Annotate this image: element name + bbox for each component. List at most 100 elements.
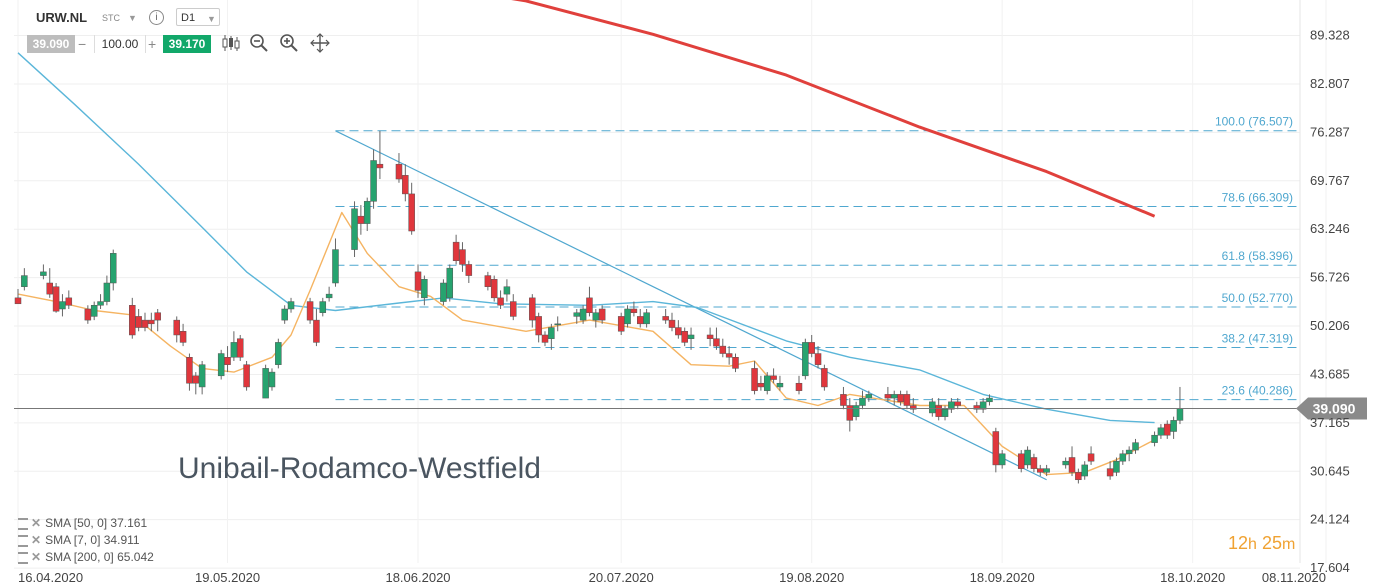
candle [40,264,46,279]
candle [1025,446,1031,468]
candle [752,361,758,394]
candle-body [859,398,865,405]
chevron-down-icon[interactable]: ▼ [128,13,137,23]
ask-price-button[interactable]: 39.170 [163,35,211,53]
candle [1107,461,1113,480]
candle [396,153,402,183]
decrease-quantity-button[interactable]: − [78,35,86,53]
quantity-input[interactable]: 100.00 [94,35,146,53]
increase-quantity-button[interactable]: + [148,35,156,53]
countdown-hours: 12 [1228,533,1248,553]
candle [536,313,542,343]
candle-body [1025,450,1031,465]
zoom-out-icon[interactable] [248,32,270,54]
candle-body [40,272,46,276]
y-tick-label: 37.165 [1310,415,1350,430]
candle-body [891,394,897,398]
bid-price-button[interactable]: 39.090 [27,35,75,53]
candle [504,279,510,301]
candle-body [663,316,669,320]
symbol-label[interactable]: URW.NL [36,10,87,25]
candle-body [752,368,758,390]
candle-body [637,316,643,323]
candle [313,309,319,346]
y-tick-label: 89.328 [1310,28,1350,43]
x-tick-label: 19.08.2020 [779,570,844,585]
candle [326,287,332,302]
candle-body [1107,469,1113,476]
y-tick-label: 63.246 [1310,221,1350,236]
candle-body [1082,465,1088,476]
candle [548,324,554,350]
candle-body [802,342,808,375]
candle-body [510,302,516,317]
candle [758,376,764,391]
settings-icon[interactable] [18,552,28,564]
crosshair-icon[interactable] [309,32,331,54]
candle-body [847,406,853,421]
candle [193,372,199,394]
candle [929,398,935,417]
close-icon[interactable]: ✕ [31,550,41,564]
candle [136,309,142,331]
candle-body [821,368,827,387]
candle-body [840,394,846,405]
candle [1082,461,1088,480]
close-icon[interactable]: ✕ [31,533,41,547]
legend-sma50[interactable]: ✕SMA [50, 0] 37.161 [18,516,147,530]
y-tick-label: 50.206 [1310,318,1350,333]
candle [1037,465,1043,476]
candle-body [936,406,942,417]
candle [1088,446,1094,465]
candle [142,313,148,332]
settings-icon[interactable] [18,518,28,530]
zoom-in-icon[interactable] [278,32,300,54]
candle-body [1088,454,1094,461]
candle-body [459,250,465,265]
candle-body [771,376,777,380]
candle-body [218,354,224,376]
candle [275,339,281,369]
settings-icon[interactable] [18,535,28,547]
candle [542,331,548,346]
candle-body [174,320,180,335]
candle [980,398,986,413]
legend-sma7-label: SMA [7, 0] 34.911 [45,533,140,547]
candle [447,264,453,301]
current-price-line: 39.090 [14,398,1367,420]
candle-body [593,313,599,320]
candle-body [599,309,605,320]
fib-level-label: 23.6 (40.286) [1222,384,1293,398]
candle-body [415,272,421,291]
candle [491,276,497,302]
legend-sma7[interactable]: ✕ SMA [7, 0] 34.911 [18,533,140,547]
y-tick-label: 76.287 [1310,124,1350,139]
candle-body [853,406,859,417]
candle [853,402,859,421]
candle-body [15,298,21,304]
candle-body [409,194,415,231]
candle-body [85,309,91,320]
candle-body [180,331,186,342]
candle-body [1069,457,1075,472]
candle [859,391,865,410]
info-icon[interactable]: i [149,10,164,25]
candle [555,316,561,331]
legend-sma200[interactable]: ✕SMA [200, 0] 65.042 [18,550,154,564]
candle-body [586,298,592,313]
candle-body [129,305,135,335]
candlestick-icon[interactable] [220,32,242,54]
candle-body [1177,408,1183,420]
candle-body [326,294,332,298]
candle-body [148,320,154,324]
candle-body [986,398,992,402]
timeframe-select[interactable]: D1 ▼ [176,8,220,26]
candle [199,361,205,394]
fib-level-label: 78.6 (66.309) [1222,190,1293,204]
candle [129,298,135,339]
candle-body [1126,450,1132,454]
candle-body [726,354,732,358]
close-icon[interactable]: ✕ [31,516,41,530]
timeframe-value: D1 [181,12,195,24]
